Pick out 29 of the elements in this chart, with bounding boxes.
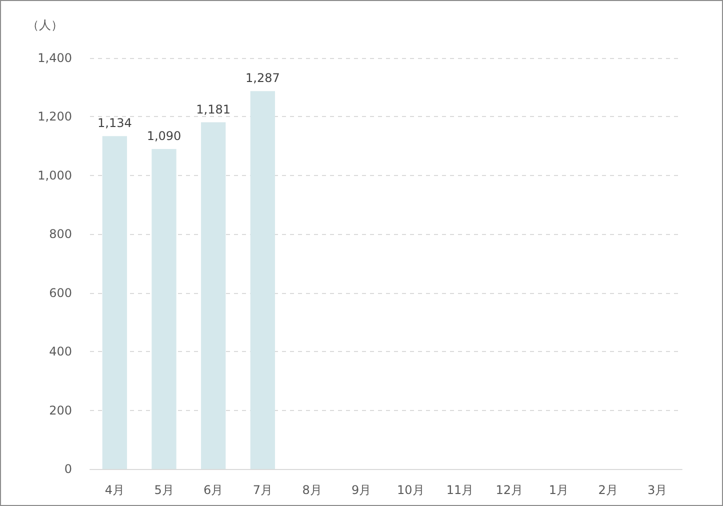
x-tick-label: 1月 xyxy=(548,483,568,497)
x-tick-label: 9月 xyxy=(352,483,372,497)
y-tick-label: 1,400 xyxy=(38,51,72,65)
bar xyxy=(102,136,127,469)
y-tick-label: 200 xyxy=(49,403,72,418)
bar xyxy=(250,91,275,469)
bar xyxy=(152,149,176,469)
x-tick-label: 10月 xyxy=(397,483,424,497)
x-tick-label: 12月 xyxy=(496,483,523,497)
data-label: 1,181 xyxy=(196,102,231,116)
data-label: 1,090 xyxy=(146,129,182,144)
y-tick-label: 0 xyxy=(64,462,72,476)
x-tick-label: 4月 xyxy=(104,483,124,497)
data-label: 1,134 xyxy=(97,116,132,130)
bar xyxy=(201,122,226,469)
x-tick-label: 8月 xyxy=(302,483,322,497)
x-tick-label: 11月 xyxy=(446,483,474,497)
y-tick-label: 1,200 xyxy=(38,110,72,124)
y-axis-title: （人） xyxy=(27,18,63,32)
x-tick-label: 5月 xyxy=(154,483,174,497)
x-tick-label: 6月 xyxy=(204,483,224,497)
y-tick-label: 1,000 xyxy=(38,168,72,182)
y-tick-label: 800 xyxy=(49,227,72,242)
x-tick-label: 3月 xyxy=(648,483,668,497)
x-tick-label: 7月 xyxy=(252,483,272,497)
y-tick-label: 600 xyxy=(49,286,72,300)
y-tick-label: 400 xyxy=(49,344,72,359)
data-label: 1,287 xyxy=(245,71,280,86)
x-tick-label: 2月 xyxy=(598,483,618,497)
